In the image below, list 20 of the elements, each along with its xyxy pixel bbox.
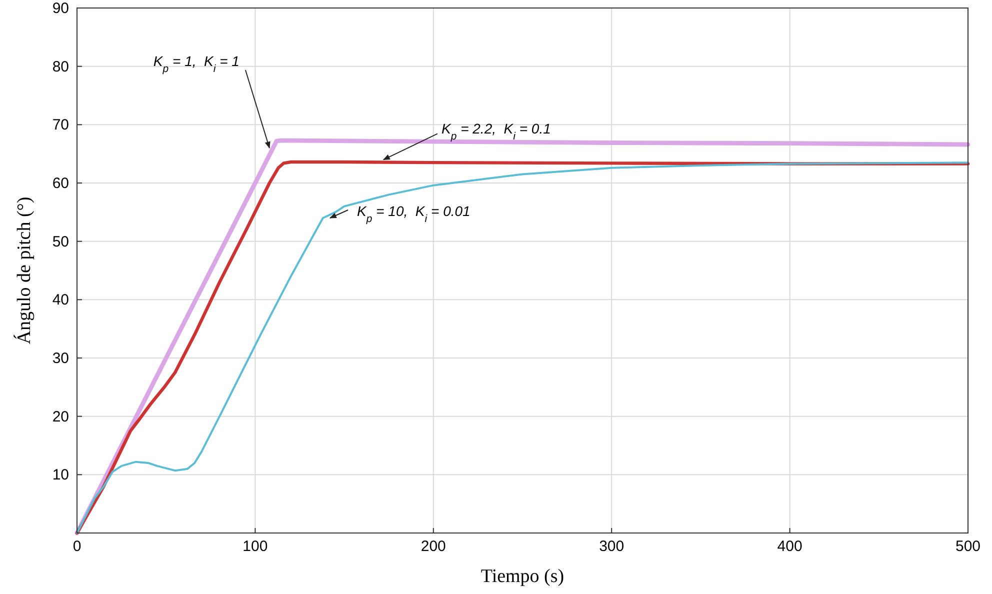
y-tick-label: 30: [52, 350, 69, 367]
y-tick-label: 80: [52, 58, 69, 76]
y-tick-label: 50: [52, 233, 69, 250]
y-tick-label: 90: [52, 0, 69, 17]
annotation: K$_{p}$ = 2.2, K$_{i}$ = 0.1: [442, 120, 551, 143]
x-tick-label: 500: [955, 538, 981, 555]
x-tick-label: 400: [777, 538, 802, 555]
y-axis-title: Ángulo de pitch (°): [13, 196, 35, 344]
y-tick-label: 60: [52, 175, 69, 192]
y-tick-label: 40: [52, 292, 69, 309]
y-tick-label: 70: [52, 116, 69, 134]
x-axis-title: Tiempo (s): [480, 566, 564, 587]
y-tick-label: 20: [52, 408, 69, 426]
annotation: K$_{p}$ = 10, K$_{i}$ = 0.01: [357, 203, 470, 225]
x-tick-label: 300: [599, 538, 624, 555]
y-tick-label: 10: [52, 466, 69, 484]
x-tick-label: 0: [72, 538, 82, 555]
x-tick-label: 200: [420, 538, 446, 555]
x-tick-label: 100: [242, 538, 268, 555]
annotation: K$_{p}$ = 1, K$_{i}$ = 1: [153, 53, 240, 75]
